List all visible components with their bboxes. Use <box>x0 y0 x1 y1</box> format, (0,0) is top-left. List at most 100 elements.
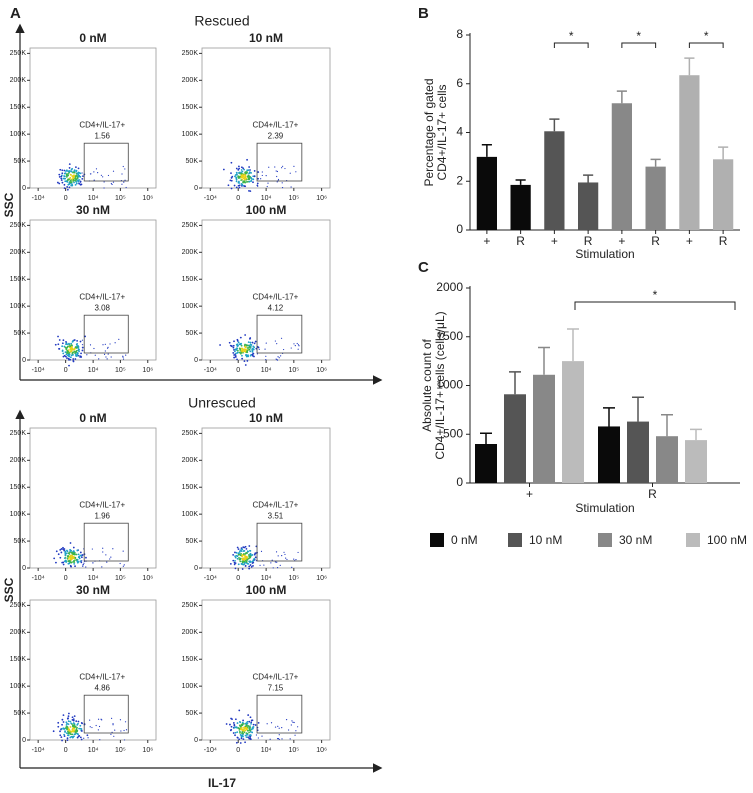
y-tick-label: 250K <box>10 602 27 609</box>
event-dot <box>107 174 110 177</box>
x-tick-label: 10⁴ <box>88 575 99 582</box>
event-dot <box>229 723 231 726</box>
error-bar <box>661 414 673 437</box>
error-bar <box>567 328 579 362</box>
event-dot <box>76 352 79 354</box>
event-dot <box>105 356 107 358</box>
y-tick-label: 500 <box>443 426 463 440</box>
event-dot <box>260 550 263 552</box>
event-dot <box>257 721 260 724</box>
event-dot <box>124 168 126 170</box>
event-dot <box>258 348 260 350</box>
y-tick-label: 6 <box>456 76 463 90</box>
event-dot <box>63 548 66 550</box>
event-dot <box>66 354 69 357</box>
event-dot <box>95 724 97 727</box>
group-title: Rescued <box>194 13 249 29</box>
event-dot <box>241 350 244 353</box>
y-tick-label: 200K <box>10 249 27 256</box>
event-dot <box>65 343 67 346</box>
event-dot <box>255 560 257 562</box>
event-dot <box>93 347 95 350</box>
event-dot <box>66 188 69 191</box>
event-dot <box>68 553 71 555</box>
y-tick-label: 0 <box>22 737 26 744</box>
event-dot <box>237 344 239 347</box>
x-axis-label: IL-17 <box>208 776 236 790</box>
event-dot <box>279 564 281 566</box>
event-dot <box>81 177 84 180</box>
event-dot <box>253 553 256 556</box>
event-dot <box>248 545 251 547</box>
event-dot <box>246 729 249 732</box>
event-dot <box>240 169 243 171</box>
event-dot <box>298 345 300 347</box>
event-dot <box>74 184 77 186</box>
event-dot <box>249 727 251 730</box>
event-dot <box>238 724 241 727</box>
y-tick-label: 150K <box>10 656 27 663</box>
event-dot <box>281 727 283 729</box>
event-dot <box>79 724 82 727</box>
plot-title: 100 nM <box>246 203 287 217</box>
bar <box>627 421 649 483</box>
event-dot <box>235 741 238 744</box>
event-dot <box>110 356 112 358</box>
event-dot <box>244 171 246 174</box>
event-dot <box>240 549 242 551</box>
event-dot <box>112 723 114 725</box>
event-dot <box>121 183 123 185</box>
event-dot <box>242 561 244 564</box>
event-dot <box>76 177 79 180</box>
event-dot <box>109 558 111 560</box>
event-dot <box>235 352 237 355</box>
event-dot <box>242 557 245 560</box>
event-dot <box>243 549 246 552</box>
event-dot <box>77 720 80 723</box>
event-dot <box>66 555 69 558</box>
event-dot <box>57 343 60 346</box>
event-dot <box>103 187 105 189</box>
event-dot <box>82 175 84 178</box>
event-dot <box>76 346 78 349</box>
event-dot <box>69 358 72 361</box>
event-dot <box>92 562 94 564</box>
legend-label: 0 nM <box>451 533 478 547</box>
event-dot <box>250 565 253 568</box>
event-dot <box>83 737 85 739</box>
event-dot <box>257 171 260 173</box>
x-tick-label: R <box>648 487 657 501</box>
event-dot <box>73 339 76 341</box>
event-dot <box>238 556 240 559</box>
significance-bracket <box>574 301 736 310</box>
event-dot <box>254 556 257 559</box>
event-dot <box>297 344 299 346</box>
event-dot <box>110 733 112 735</box>
event-dot <box>248 731 251 734</box>
event-dot <box>68 559 71 562</box>
y-tick-label: 50K <box>186 538 199 545</box>
event-dot <box>236 736 239 739</box>
y-tick-label: 200K <box>182 249 199 256</box>
event-dot <box>280 337 283 339</box>
event-dot <box>281 165 284 167</box>
event-dot <box>241 568 244 570</box>
error-bar <box>650 158 661 167</box>
event-dot <box>75 182 78 185</box>
event-dot <box>243 178 246 181</box>
bar <box>578 182 599 230</box>
legend-swatch <box>430 533 444 547</box>
y-tick-label: 100K <box>182 131 199 138</box>
event-dot <box>74 352 77 354</box>
event-dot <box>236 546 239 549</box>
legend-label: 10 nM <box>529 533 562 547</box>
event-dot <box>230 172 232 175</box>
event-dot <box>281 182 283 184</box>
event-dot <box>243 360 246 363</box>
event-dot <box>274 340 276 342</box>
event-dot <box>242 558 245 561</box>
error-bar <box>616 90 627 104</box>
event-dot <box>236 343 239 346</box>
bar <box>611 103 632 230</box>
event-dot <box>229 179 232 182</box>
